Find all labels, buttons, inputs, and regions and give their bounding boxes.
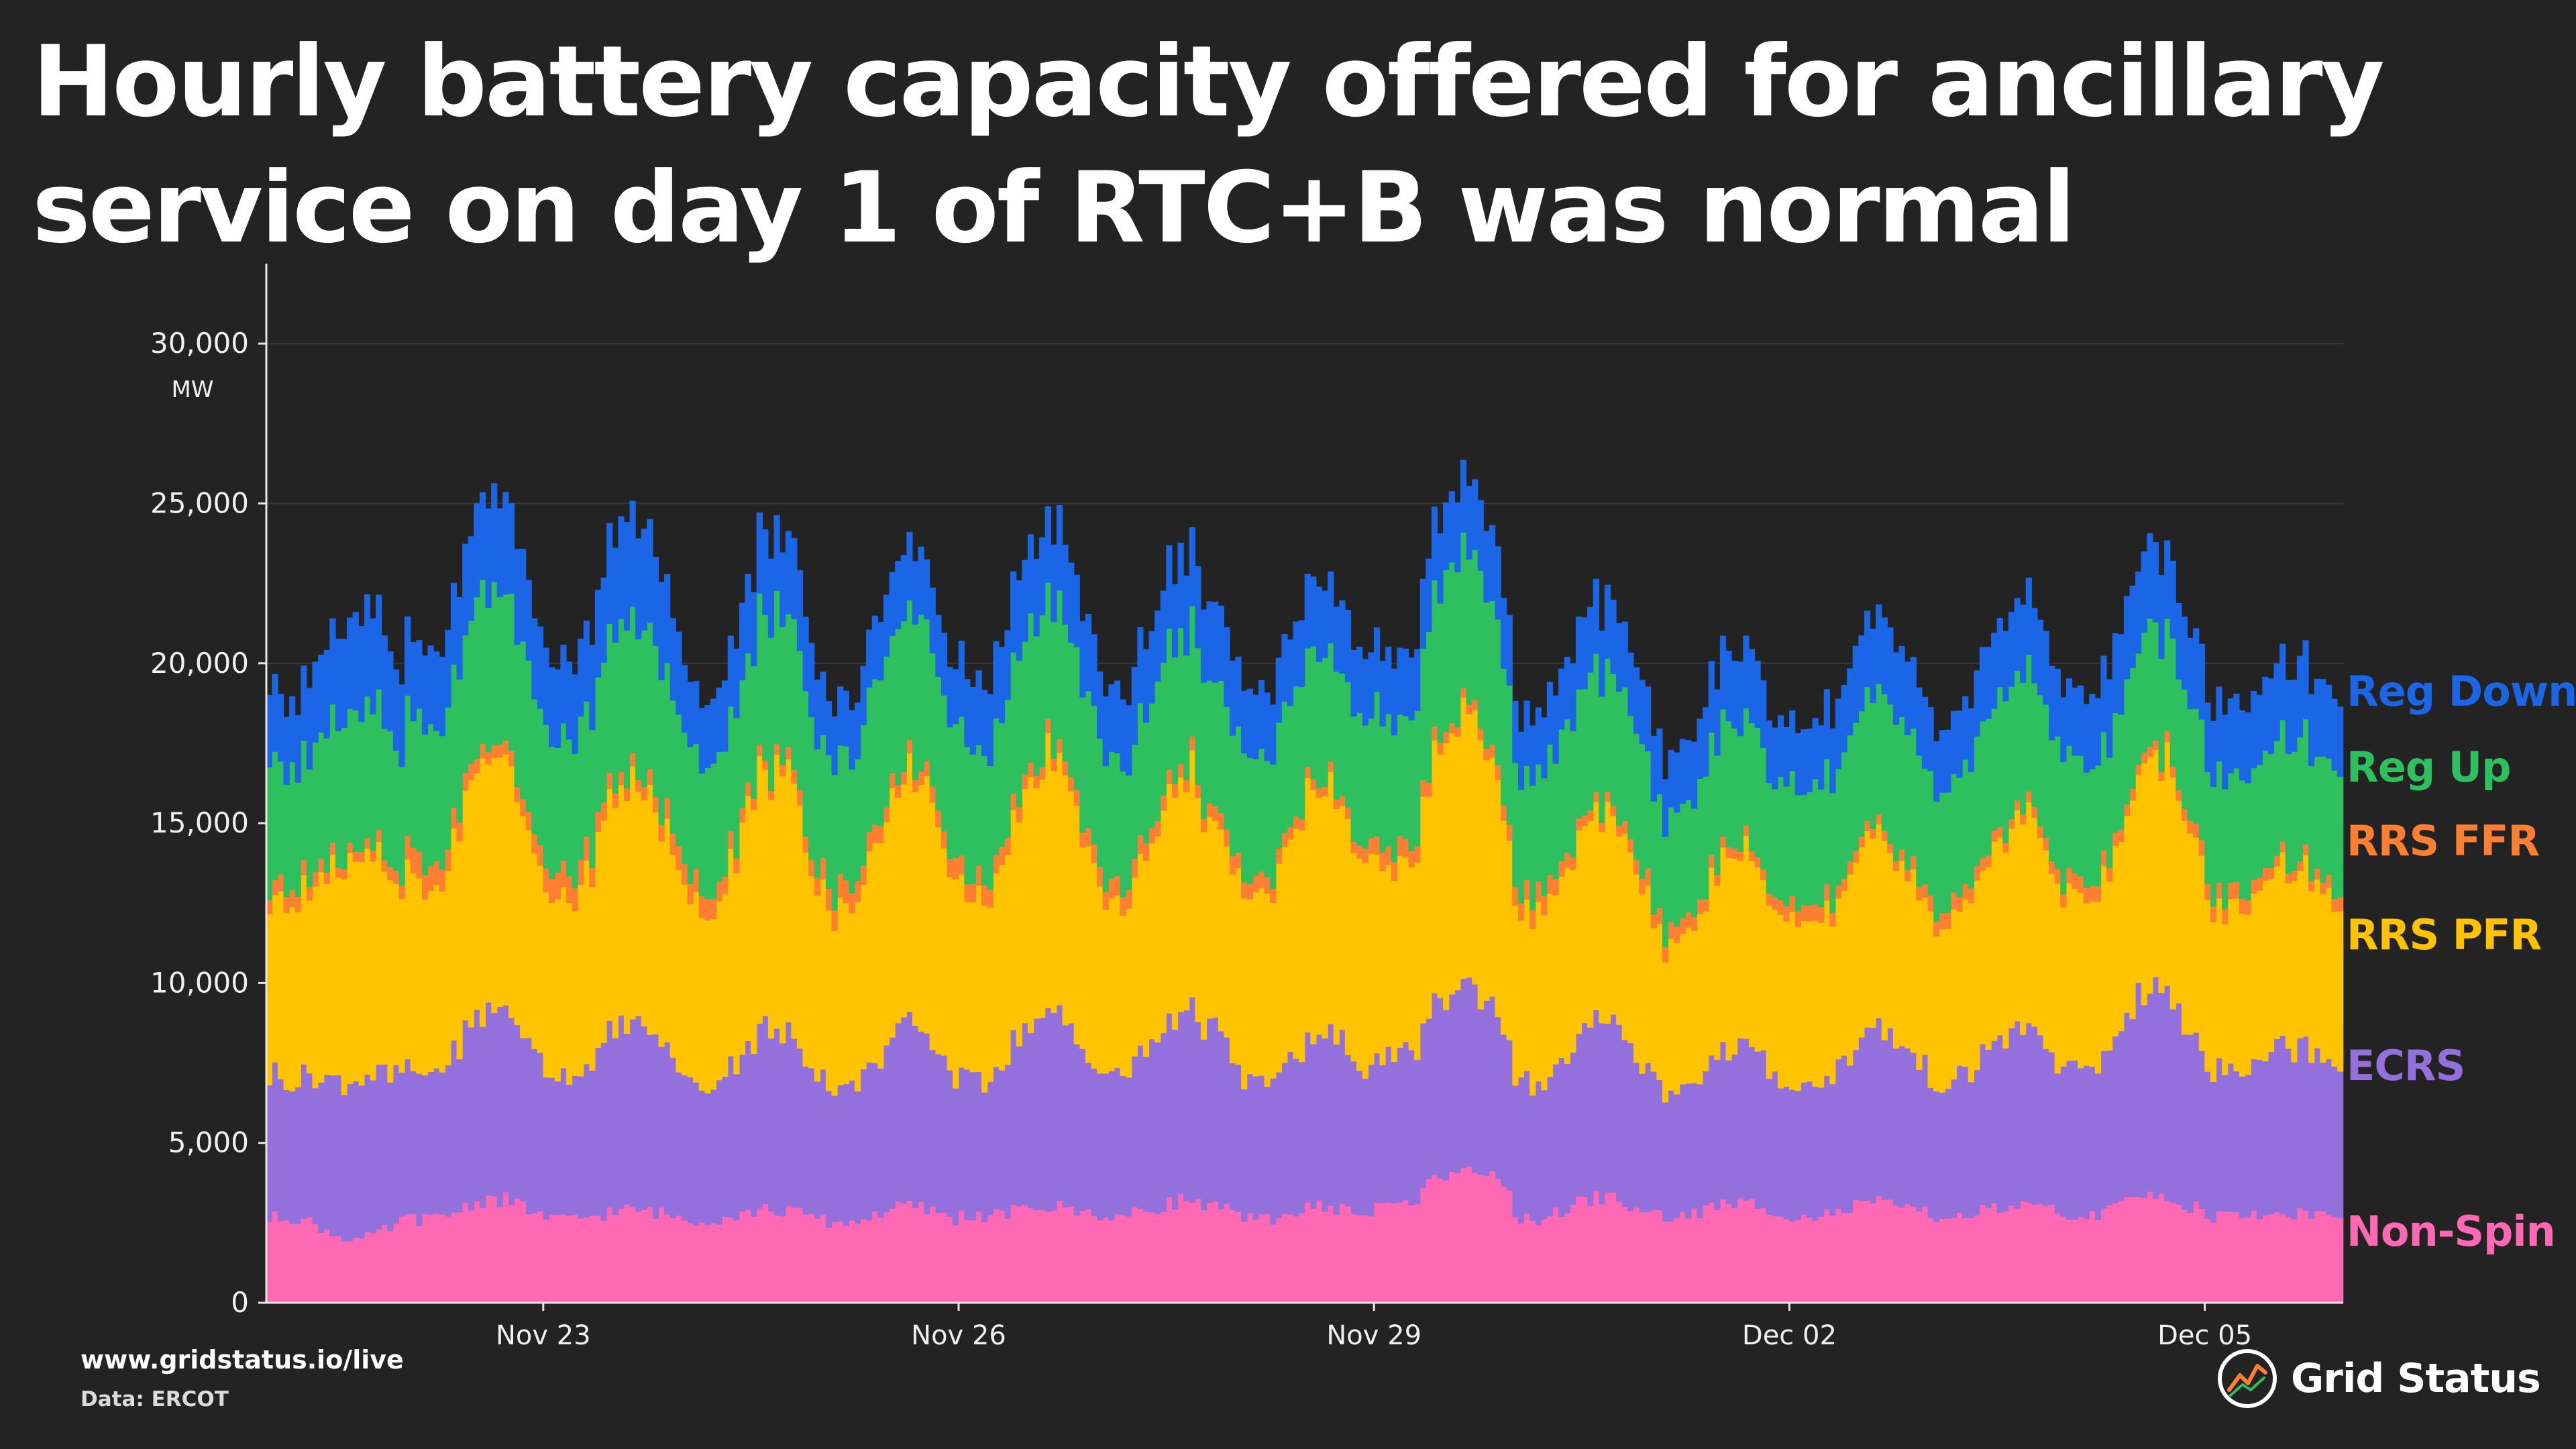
x-axis-ticks: Nov 23 Nov 26 Nov 29 Dec 02 Dec 05: [496, 1303, 2252, 1351]
data-source: Data: ERCOT: [80, 1387, 229, 1411]
source-url[interactable]: www.gridstatus.io/live: [80, 1345, 404, 1375]
series-label-non-spin: Non-Spin: [2347, 1207, 2555, 1256]
chart-title: Hourly battery capacity offered for anci…: [32, 25, 2385, 265]
x-tick-label: Nov 23: [496, 1320, 591, 1351]
y-tick-label: 20,000: [150, 647, 249, 680]
y-tick-label: 10,000: [150, 966, 249, 999]
brand: Grid Status: [2217, 1348, 2541, 1409]
x-tick-label: Nov 29: [1326, 1320, 1421, 1351]
y-tick-label: 15,000: [150, 806, 249, 839]
series-label-ecrs: ECRS: [2347, 1041, 2465, 1090]
series-labels: Non-Spin ECRS RRS PFR RRS FFR Reg Up Reg Down: [2347, 667, 2576, 1256]
brand-name: Grid Status: [2291, 1355, 2541, 1402]
grid-status-logo-icon: [2218, 1349, 2277, 1408]
y-axis-label: MW: [172, 376, 214, 403]
x-tick-label: Nov 26: [911, 1320, 1006, 1351]
y-tick-label: 30,000: [150, 327, 249, 360]
series-label-reg-down: Reg Down: [2347, 667, 2576, 716]
series-areas: [266, 460, 2344, 1303]
x-tick-label: Dec 05: [2157, 1320, 2252, 1351]
y-tick-label: 5,000: [168, 1126, 249, 1159]
series-area-reg-down: [266, 460, 2344, 837]
axes: [265, 264, 2343, 1304]
series-label-rrs-ffr: RRS FFR: [2347, 816, 2539, 865]
y-axis-ticks: 0 5,000 10,000 15,000 20,000 25,000 30,000: [150, 327, 266, 1319]
series-label-reg-up: Reg Up: [2347, 743, 2510, 792]
y-tick-label: 25,000: [150, 486, 249, 519]
y-tick-label: 0: [231, 1286, 249, 1319]
series-label-rrs-pfr: RRS PFR: [2347, 910, 2542, 959]
x-tick-label: Dec 02: [1742, 1320, 1837, 1351]
